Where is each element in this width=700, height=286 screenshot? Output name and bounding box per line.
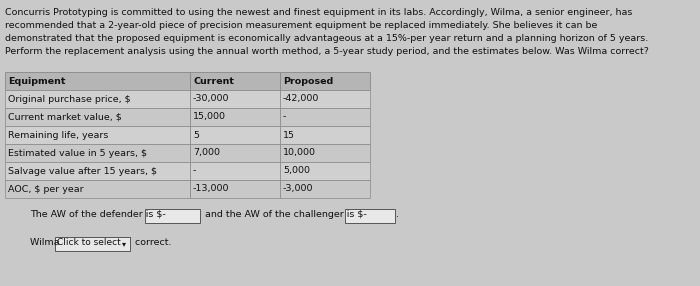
Text: demonstrated that the proposed equipment is economically advantageous at a 15%-p: demonstrated that the proposed equipment…	[5, 34, 648, 43]
Bar	[5, 108, 190, 126]
Bar	[190, 72, 280, 90]
Bar	[345, 209, 396, 223]
Text: 15: 15	[283, 130, 295, 140]
Text: Remaining life, years: Remaining life, years	[8, 130, 108, 140]
Text: .: .	[396, 210, 399, 219]
Bar	[280, 108, 370, 126]
Text: -: -	[283, 112, 286, 122]
Text: and the AW of the challenger is $-: and the AW of the challenger is $-	[202, 210, 367, 219]
Bar	[190, 108, 280, 126]
Text: Wilma: Wilma	[30, 238, 62, 247]
Text: -3,000: -3,000	[283, 184, 314, 194]
Bar	[190, 180, 280, 198]
Text: -13,000: -13,000	[193, 184, 230, 194]
Text: 7,000: 7,000	[193, 148, 220, 158]
Text: Perform the replacement analysis using the annual worth method, a 5-year study p: Perform the replacement analysis using t…	[5, 47, 649, 56]
Bar	[190, 144, 280, 162]
Bar	[5, 90, 190, 108]
Bar	[190, 162, 280, 180]
Text: 5,000: 5,000	[283, 166, 310, 176]
Bar	[5, 126, 190, 144]
Bar	[280, 180, 370, 198]
Bar	[190, 126, 280, 144]
Text: Salvage value after 15 years, $: Salvage value after 15 years, $	[8, 166, 157, 176]
Bar	[280, 162, 370, 180]
Text: Current: Current	[193, 76, 234, 86]
Bar	[5, 162, 190, 180]
Text: 15,000: 15,000	[193, 112, 226, 122]
Text: Concurris Prototyping is committed to using the newest and finest equipment in i: Concurris Prototyping is committed to us…	[5, 8, 632, 17]
Bar	[5, 144, 190, 162]
Text: Equipment: Equipment	[8, 76, 66, 86]
Bar	[280, 126, 370, 144]
Text: -42,000: -42,000	[283, 94, 319, 104]
Text: 10,000: 10,000	[283, 148, 316, 158]
Text: -30,000: -30,000	[193, 94, 230, 104]
Text: -: -	[193, 166, 197, 176]
Text: correct.: correct.	[132, 238, 171, 247]
Bar	[55, 237, 130, 251]
Bar	[5, 72, 190, 90]
Bar	[145, 209, 200, 223]
Text: Current market value, $: Current market value, $	[8, 112, 122, 122]
Bar	[280, 144, 370, 162]
Text: recommended that a 2-year-old piece of precision measurement equipment be replac: recommended that a 2-year-old piece of p…	[5, 21, 597, 30]
Text: Estimated value in 5 years, $: Estimated value in 5 years, $	[8, 148, 147, 158]
Text: AOC, $ per year: AOC, $ per year	[8, 184, 83, 194]
Text: Original purchase price, $: Original purchase price, $	[8, 94, 131, 104]
Text: Click to select: Click to select	[57, 238, 120, 247]
Text: 5: 5	[193, 130, 199, 140]
Bar	[280, 72, 370, 90]
Text: Proposed: Proposed	[283, 76, 333, 86]
Bar	[280, 90, 370, 108]
Text: ▾: ▾	[122, 239, 125, 248]
Bar	[5, 180, 190, 198]
Text: The AW of the defender is $-: The AW of the defender is $-	[30, 210, 166, 219]
Bar	[190, 90, 280, 108]
